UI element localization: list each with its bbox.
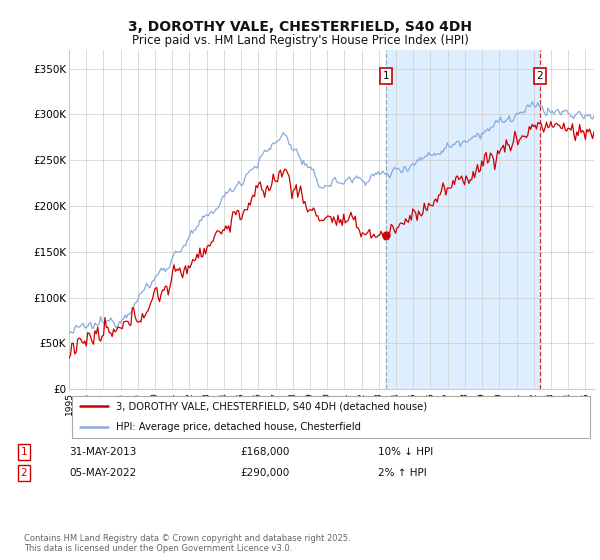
Text: 31-MAY-2013: 31-MAY-2013 [69, 447, 136, 457]
Text: 2% ↑ HPI: 2% ↑ HPI [378, 468, 427, 478]
Text: 3, DOROTHY VALE, CHESTERFIELD, S40 4DH: 3, DOROTHY VALE, CHESTERFIELD, S40 4DH [128, 20, 472, 34]
Text: 10% ↓ HPI: 10% ↓ HPI [378, 447, 433, 457]
Text: 1: 1 [383, 71, 389, 81]
Text: Contains HM Land Registry data © Crown copyright and database right 2025.
This d: Contains HM Land Registry data © Crown c… [24, 534, 350, 553]
Text: Price paid vs. HM Land Registry's House Price Index (HPI): Price paid vs. HM Land Registry's House … [131, 34, 469, 46]
Text: 05-MAY-2022: 05-MAY-2022 [69, 468, 136, 478]
Text: £290,000: £290,000 [240, 468, 289, 478]
Text: HPI: Average price, detached house, Chesterfield: HPI: Average price, detached house, Ches… [116, 422, 361, 432]
Text: 2: 2 [536, 71, 543, 81]
Text: 2: 2 [20, 468, 28, 478]
Text: 1: 1 [20, 447, 28, 457]
FancyBboxPatch shape [71, 395, 590, 438]
Bar [386, 50, 540, 389]
Text: £168,000: £168,000 [240, 447, 289, 457]
Text: 3, DOROTHY VALE, CHESTERFIELD, S40 4DH (detached house): 3, DOROTHY VALE, CHESTERFIELD, S40 4DH (… [116, 401, 427, 411]
